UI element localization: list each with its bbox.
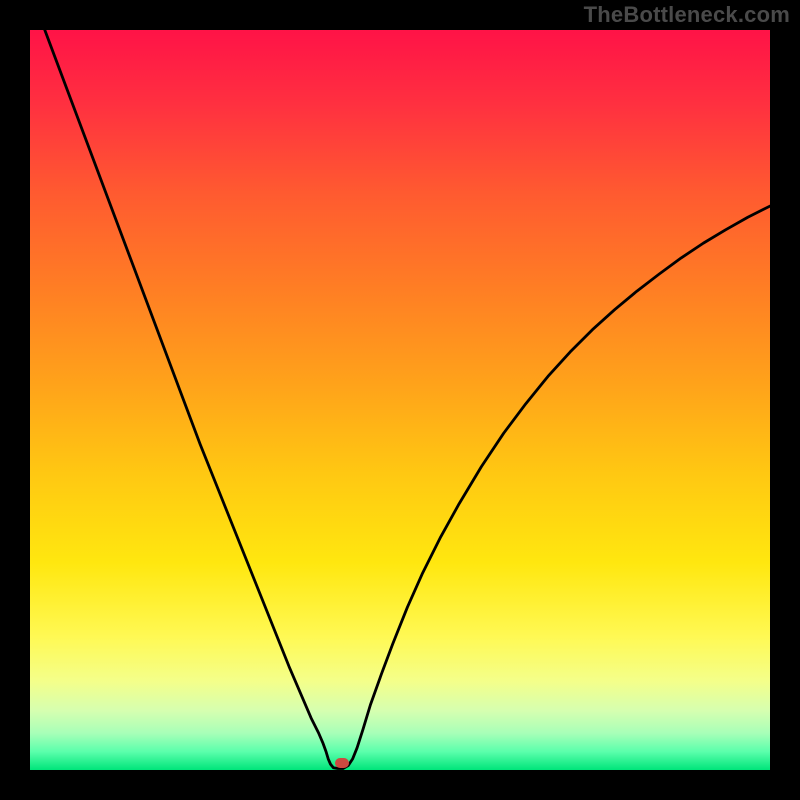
minimum-marker	[335, 758, 349, 768]
plot-area	[30, 30, 770, 770]
chart-frame: TheBottleneck.com	[0, 0, 800, 800]
bottleneck-curve	[30, 30, 770, 770]
watermark-text: TheBottleneck.com	[584, 2, 790, 28]
